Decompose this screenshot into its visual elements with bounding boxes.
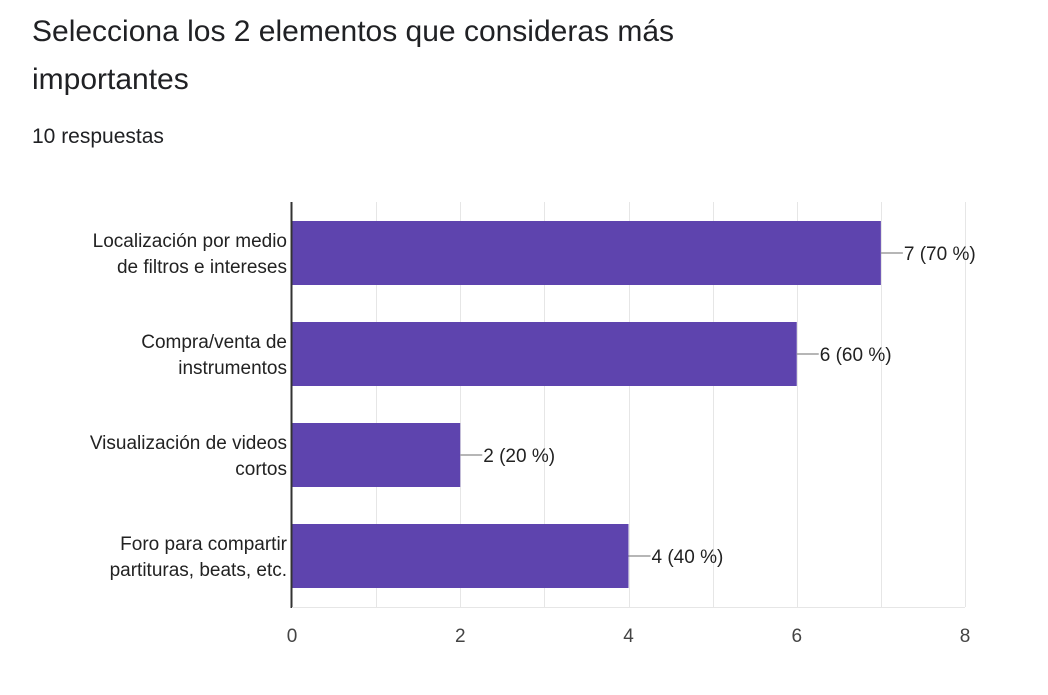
category-label: cortos xyxy=(235,459,287,480)
x-tick-label: 6 xyxy=(791,626,802,647)
data-label: 4 (40 %) xyxy=(652,547,724,568)
category-label: Visualización de videos xyxy=(90,433,287,454)
bar xyxy=(292,221,881,285)
bar xyxy=(292,524,629,588)
x-tick-label: 4 xyxy=(623,626,634,647)
bars xyxy=(292,221,881,588)
category-label: de filtros e intereses xyxy=(117,257,287,278)
category-label: Compra/venta de xyxy=(141,332,287,353)
category-label: Localización por medio xyxy=(93,231,287,252)
data-label: 6 (60 %) xyxy=(820,345,892,366)
x-tick-label: 2 xyxy=(455,626,466,647)
category-label: Foro para compartir xyxy=(120,534,288,555)
category-label: partituras, beats, etc. xyxy=(110,560,287,581)
category-label: instrumentos xyxy=(178,358,287,379)
data-label: 7 (70 %) xyxy=(904,244,976,265)
x-tick-label: 0 xyxy=(287,626,298,647)
x-tick-label: 8 xyxy=(960,626,971,647)
bar xyxy=(292,423,460,487)
data-label: 2 (20 %) xyxy=(483,446,555,467)
bar xyxy=(292,322,797,386)
